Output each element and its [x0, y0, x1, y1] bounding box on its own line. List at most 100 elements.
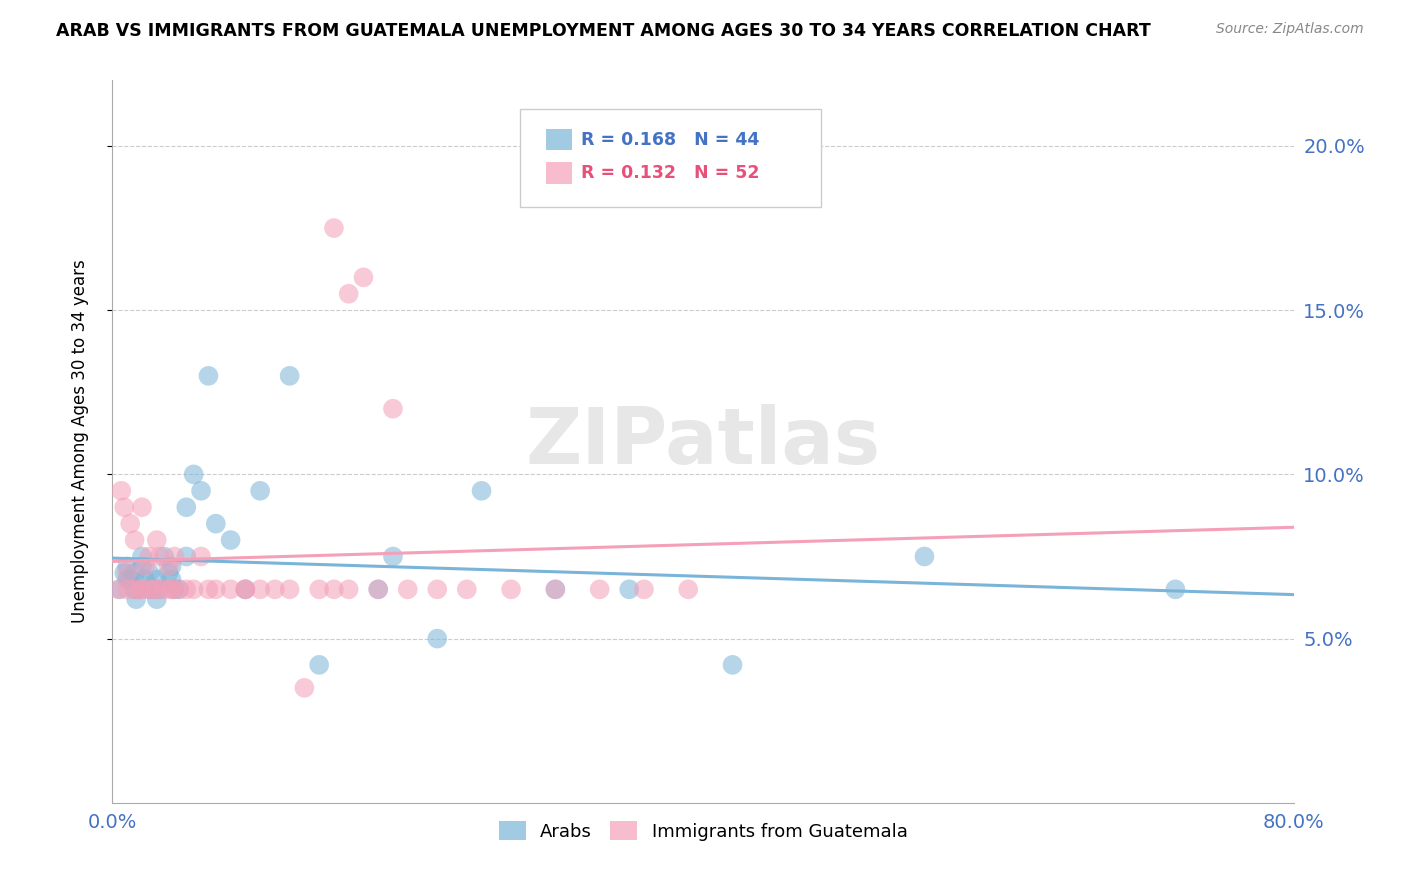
Point — [205, 516, 228, 531]
Point — [249, 483, 271, 498]
Point — [124, 533, 146, 547]
Point — [157, 566, 180, 580]
Legend: Arabs, Immigrants from Guatemala: Arabs, Immigrants from Guatemala — [491, 814, 915, 848]
Point — [323, 221, 346, 235]
Point — [146, 573, 169, 587]
Point — [633, 582, 655, 597]
Point — [426, 582, 449, 597]
Point — [352, 270, 374, 285]
Text: Source: ZipAtlas.com: Source: ZipAtlas.com — [1216, 22, 1364, 37]
Point — [153, 582, 176, 597]
Point — [167, 582, 190, 597]
Point — [108, 582, 131, 597]
Point — [160, 573, 183, 587]
Point — [167, 582, 190, 597]
Point — [382, 401, 405, 416]
Point — [678, 582, 700, 597]
Point — [138, 582, 160, 597]
Point — [124, 582, 146, 597]
Point — [426, 632, 449, 646]
Point — [219, 533, 242, 547]
Point — [160, 582, 183, 597]
Point — [124, 582, 146, 597]
Point — [134, 573, 156, 587]
Text: R = 0.168   N = 44: R = 0.168 N = 44 — [581, 130, 759, 149]
Point — [337, 286, 360, 301]
Point — [470, 483, 494, 498]
Point — [233, 582, 256, 597]
Point — [174, 500, 197, 515]
Point — [233, 582, 256, 597]
Point — [264, 582, 287, 597]
Point — [157, 559, 180, 574]
Point — [117, 573, 138, 587]
Point — [396, 582, 419, 597]
Bar — [546, 162, 572, 184]
Point — [131, 549, 153, 564]
Point — [337, 582, 360, 597]
Point — [249, 582, 271, 597]
Text: ZIPatlas: ZIPatlas — [526, 403, 880, 480]
Point — [128, 582, 150, 597]
Point — [544, 582, 567, 597]
Point — [233, 582, 256, 597]
Point — [278, 582, 301, 597]
Point — [142, 582, 165, 597]
Point — [112, 566, 135, 580]
Point — [190, 483, 212, 498]
Point — [134, 559, 156, 574]
Point — [174, 582, 197, 597]
Point — [292, 681, 315, 695]
Point — [190, 549, 212, 564]
Text: R = 0.132   N = 52: R = 0.132 N = 52 — [581, 164, 759, 182]
Point — [146, 533, 169, 547]
Point — [183, 582, 205, 597]
Point — [914, 549, 936, 564]
Point — [117, 566, 138, 580]
Point — [323, 582, 346, 597]
Point — [219, 582, 242, 597]
Point — [128, 582, 150, 597]
Point — [131, 559, 153, 574]
Point — [160, 582, 183, 597]
Point — [112, 500, 135, 515]
Point — [160, 559, 183, 574]
Point — [501, 582, 523, 597]
Point — [308, 657, 330, 672]
Point — [205, 582, 228, 597]
Point — [149, 582, 172, 597]
Y-axis label: Unemployment Among Ages 30 to 34 years: Unemployment Among Ages 30 to 34 years — [70, 260, 89, 624]
Point — [278, 368, 301, 383]
Point — [588, 582, 610, 597]
Point — [110, 483, 132, 498]
Point — [125, 592, 148, 607]
Point — [149, 549, 172, 564]
Point — [138, 566, 160, 580]
Point — [183, 467, 205, 482]
Point — [107, 582, 129, 597]
Point — [138, 549, 160, 564]
Point — [120, 573, 142, 587]
Point — [138, 582, 160, 597]
Bar — [546, 128, 572, 151]
Point — [163, 582, 186, 597]
Point — [153, 549, 176, 564]
Point — [367, 582, 389, 597]
Point — [721, 657, 744, 672]
Point — [117, 582, 138, 597]
Point — [146, 592, 169, 607]
Point — [146, 582, 169, 597]
Point — [382, 549, 405, 564]
Point — [131, 500, 153, 515]
FancyBboxPatch shape — [520, 109, 821, 207]
Point — [1164, 582, 1187, 597]
Point — [120, 516, 142, 531]
Point — [197, 582, 219, 597]
Point — [124, 566, 146, 580]
Point — [117, 559, 138, 574]
Point — [619, 582, 641, 597]
Text: ARAB VS IMMIGRANTS FROM GUATEMALA UNEMPLOYMENT AMONG AGES 30 TO 34 YEARS CORRELA: ARAB VS IMMIGRANTS FROM GUATEMALA UNEMPL… — [56, 22, 1152, 40]
Point — [131, 582, 153, 597]
Point — [142, 582, 165, 597]
Point — [367, 582, 389, 597]
